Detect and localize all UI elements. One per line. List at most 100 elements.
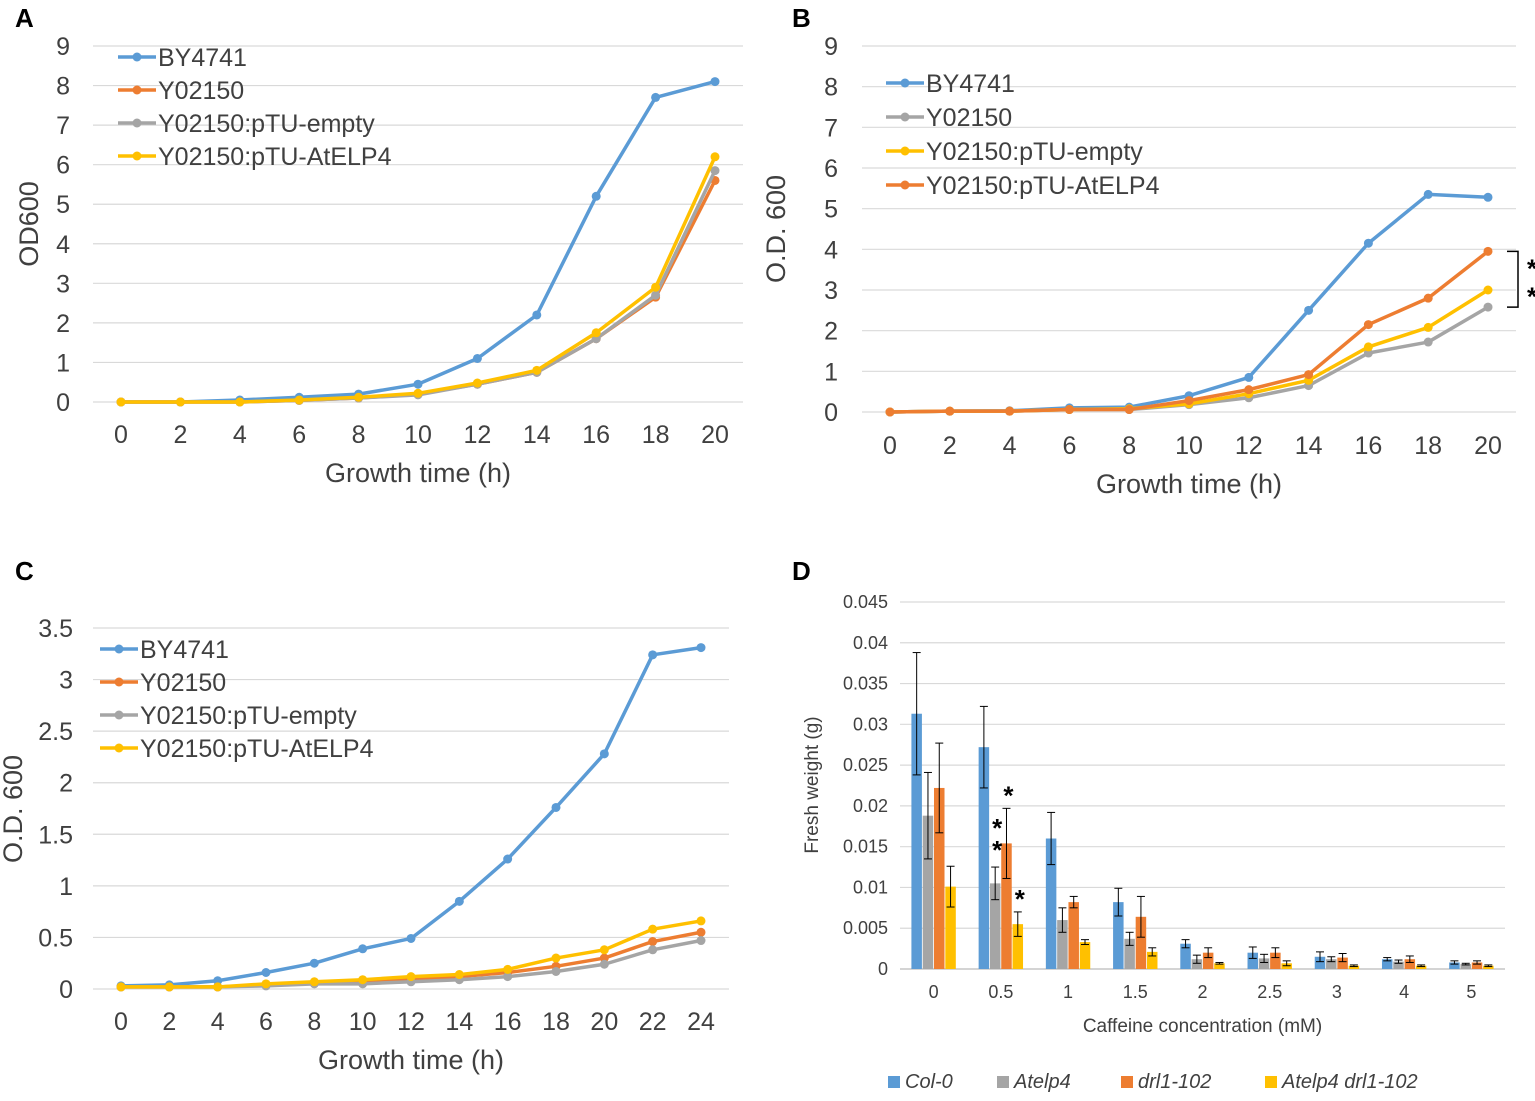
data-point [599,945,609,955]
y-tick-label: 0.02 [853,796,888,816]
y-tick-label: 0 [56,389,70,417]
x-axis-label: Growth time (h) [1096,469,1282,499]
legend-marker [114,710,124,720]
y-tick-label: 1 [824,358,838,386]
data-point [472,353,482,363]
data-point [354,392,364,402]
data-point [1244,372,1254,382]
data-point [1304,370,1314,380]
y-tick-label: 0.025 [843,755,888,775]
data-point [413,388,423,398]
x-tick-label: 0 [883,432,897,460]
significance-marker: * * [992,813,1003,865]
data-point [696,936,706,946]
legend-label: Col-0 [905,1071,953,1093]
x-tick-label: 18 [1414,432,1442,460]
y-axis-label: O.D. 600 [0,755,28,863]
x-tick-label: 16 [582,421,610,449]
data-point [261,979,271,989]
legend-marker [900,180,910,190]
y-tick-label: 0.045 [843,592,888,612]
y-tick-label: 0 [878,959,888,979]
legend-swatch [997,1076,1009,1088]
bar [1012,924,1024,969]
y-tick-label: 2 [56,310,70,338]
y-tick-label: 0.035 [843,674,888,694]
star: * [992,813,1003,843]
y-tick-label: 2 [59,770,73,798]
x-tick-label: 20 [701,421,729,449]
y-tick-label: 4 [824,236,838,264]
bar [1483,965,1494,969]
legend-swatch [1121,1076,1133,1088]
data-point [696,927,706,937]
x-tick-label: 24 [687,1008,715,1036]
data-point [599,749,609,759]
y-tick-label: 8 [824,74,838,102]
y-tick-label: 2 [824,318,838,346]
x-tick-label: 8 [1122,432,1136,460]
legend: BY4741 Y02150 Y02150:pTU-empty Y02150:pTU-A… [100,636,374,763]
legend-marker [900,146,910,156]
x-tick-label: 16 [494,1008,522,1036]
x-tick-label: 4 [1003,432,1017,460]
x-tick-label: 20 [590,1008,618,1036]
x-tick-label: 8 [307,1008,321,1036]
data-point [551,802,561,812]
data-point [309,958,319,968]
x-tick-label: 5 [1466,982,1476,1002]
legend-label: Y02150 [926,104,1012,132]
data-point [599,953,609,963]
data-point [213,976,223,986]
x-tick-label: 14 [445,1008,473,1036]
data-point [532,365,542,375]
y-tick-label: 3 [824,277,838,305]
data-point [885,407,895,417]
data-point [1184,396,1194,406]
series-line [121,179,717,404]
y-tick-label: 8 [56,73,70,101]
x-tick-label: 10 [404,421,432,449]
bar [1337,957,1348,969]
x-tick-label: 14 [1295,432,1323,460]
y-tick-label: 0.01 [853,877,888,897]
legend-label: drl1-102 [1138,1071,1211,1093]
y-axis-label: O.D. 600 [761,175,791,283]
data-point [710,166,720,176]
y-tick-label: 0.005 [843,918,888,938]
data-point [406,933,416,943]
bar [1135,916,1147,969]
x-tick-label: 8 [352,421,366,449]
y-tick-label: 1 [59,873,73,901]
x-axis-label: Growth time (h) [325,458,511,488]
y-tick-label: 1.5 [38,821,73,849]
data-point [1483,192,1493,202]
y-tick-label: 1 [56,349,70,377]
bar [1381,959,1393,969]
x-tick-label: 2 [173,421,187,449]
data-point [648,945,658,955]
panel-label: D [792,556,811,586]
legend-marker [132,118,142,128]
x-tick-label: 1 [1063,982,1073,1002]
bar [1393,961,1404,969]
data-point [551,966,561,976]
legend-marker [114,644,124,654]
legend-label: BY4741 [158,44,247,72]
bar [1247,952,1259,969]
significance-marker: * [1015,884,1026,914]
data-point [945,406,955,416]
data-point [1423,293,1433,303]
x-axis-label: Growth time (h) [318,1045,504,1075]
bar [1068,902,1079,969]
panel-label: A [15,3,34,33]
data-point [454,970,464,980]
x-tick-label: 0 [929,982,939,1002]
data-point [648,650,658,660]
data-point [696,643,706,653]
legend-marker [132,85,142,95]
data-point [591,328,601,338]
bar [1202,952,1214,969]
legend-label: Y02150:pTU-empty [926,138,1143,166]
